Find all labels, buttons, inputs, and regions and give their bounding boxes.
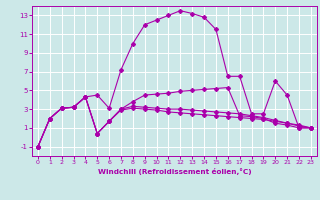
X-axis label: Windchill (Refroidissement éolien,°C): Windchill (Refroidissement éolien,°C) (98, 168, 251, 175)
